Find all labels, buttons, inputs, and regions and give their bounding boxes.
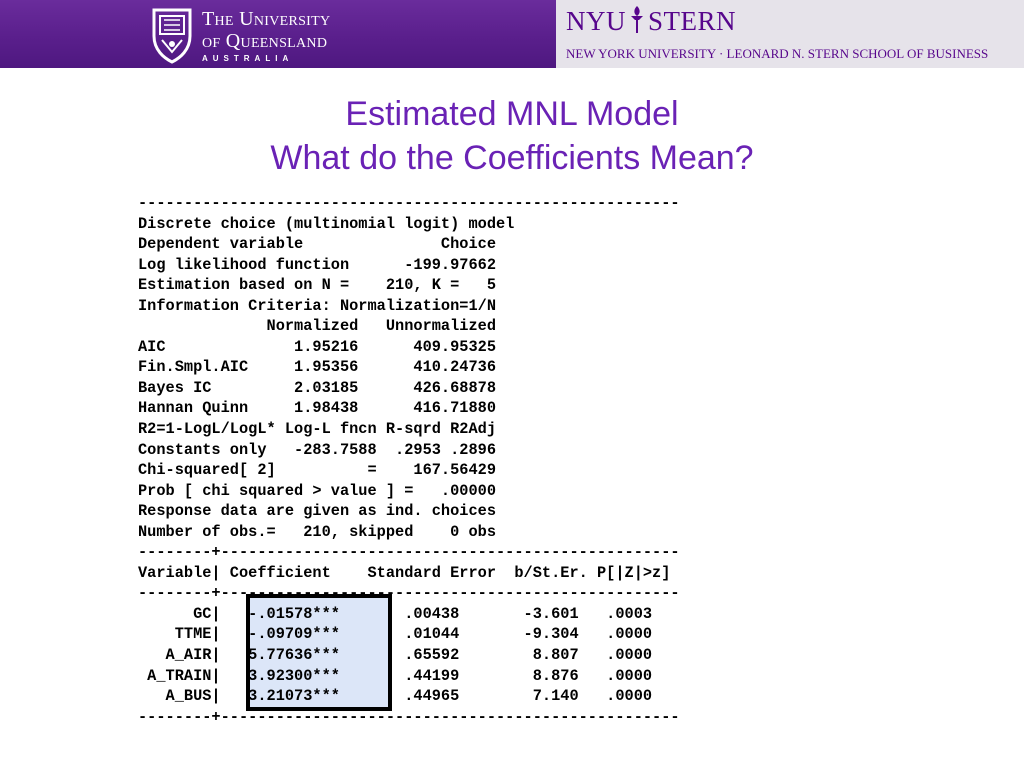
output-line: Estimation based on N = 210, K = 5 — [138, 276, 497, 295]
uq-name-line1: The University — [202, 8, 331, 30]
output-line: --------+-------------------------------… — [138, 584, 680, 603]
torch-icon — [631, 6, 643, 33]
slide-title: Estimated MNL Model What do the Coeffici… — [0, 92, 1024, 180]
output-line: Fin.Smpl.AIC 1.95356 410.24736 — [138, 358, 497, 377]
uq-logo: The University of Queensland AUSTRALIA — [150, 6, 350, 64]
uq-name-line2: of Queensland — [202, 30, 328, 52]
output-line: A_TRAIN| 3.92300*** .44199 8.876 .0000 — [138, 666, 653, 685]
output-line: Information Criteria: Normalization=1/N — [138, 296, 497, 315]
output-line: Response data are given as ind. choices — [138, 502, 497, 521]
output-line: R2=1-LogL/LogL* Log-L fncn R-sqrd R2Adj — [138, 420, 497, 439]
output-line: TTME| -.09709*** .01044 -9.304 .0000 — [138, 625, 653, 644]
output-line: Chi-squared[ 2] = 167.56429 — [138, 461, 497, 480]
output-line: AIC 1.95216 409.95325 — [138, 337, 497, 356]
output-line: --------+-------------------------------… — [138, 707, 680, 726]
output-line: Bayes IC 2.03185 426.68878 — [138, 378, 497, 397]
regression-output: ----------------------------------------… — [138, 193, 680, 727]
nyu-school-name: NEW YORK UNIVERSITY · LEONARD N. STERN S… — [566, 46, 989, 61]
output-line: --------+-------------------------------… — [138, 543, 680, 562]
output-line: Number of obs.= 210, skipped 0 obs — [138, 522, 497, 541]
nyu-wordmark-right: STERN — [648, 6, 737, 36]
output-line: GC| -.01578*** .00438 -3.601 .0003 — [138, 604, 653, 623]
nyu-wordmark-left: NYU — [566, 6, 626, 36]
nyu-stern-logo: NYU STERN NEW YORK UNIVERSITY · LEONARD N… — [556, 0, 1024, 68]
output-line: Discrete choice (multinomial logit) mode… — [138, 214, 515, 233]
uq-country: AUSTRALIA — [202, 54, 294, 63]
nyu-stern-wordmark: NYU STERN — [566, 6, 736, 36]
slide-title-line1: Estimated MNL Model — [345, 95, 679, 133]
output-line: ----------------------------------------… — [138, 194, 680, 212]
output-line: Dependent variable Choice — [138, 235, 497, 254]
header-banner: The University of Queensland AUSTRALIA N… — [0, 0, 1024, 68]
output-line: Prob [ chi squared > value ] = .00000 — [138, 481, 497, 500]
output-line: Hannan Quinn 1.98438 416.71880 — [138, 399, 497, 418]
uq-crest-icon — [152, 8, 192, 64]
slide-title-line2: What do the Coefficients Mean? — [270, 139, 754, 177]
output-line: A_AIR| 5.77636*** .65592 8.807 .0000 — [138, 646, 653, 665]
output-line: Log likelihood function -199.97662 — [138, 255, 497, 274]
output-line: Normalized Unnormalized — [138, 317, 497, 336]
output-line: Constants only -283.7588 .2953 .2896 — [138, 440, 497, 459]
output-line: Variable| Coefficient Standard Error b/S… — [138, 563, 671, 582]
output-line: A_BUS| 3.21073*** .44965 7.140 .0000 — [138, 687, 653, 706]
